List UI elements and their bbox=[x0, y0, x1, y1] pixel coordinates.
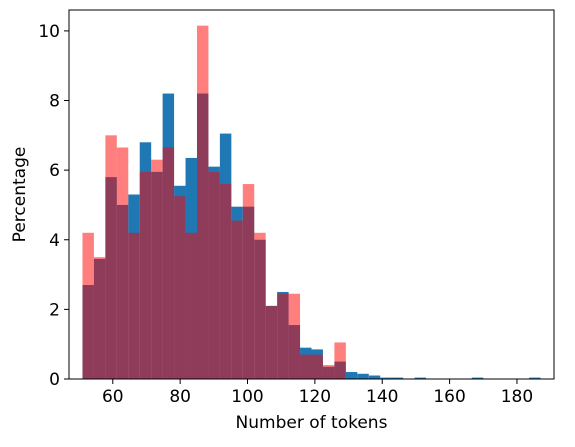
histogram-bar-series-2 bbox=[162, 147, 175, 379]
histogram-bar-series-2 bbox=[208, 171, 220, 379]
histogram-bar-series-1 bbox=[471, 377, 484, 379]
histogram-bar-series-1 bbox=[357, 373, 369, 379]
plot-frame bbox=[68, 9, 555, 380]
x-tick-label: 180 bbox=[501, 387, 533, 407]
bars-layer bbox=[82, 25, 541, 379]
histogram-bar-series-1 bbox=[368, 375, 381, 379]
histogram-bar-series-2 bbox=[185, 232, 197, 379]
y-tick-label: 0 bbox=[49, 370, 60, 390]
histogram-bar-series-2 bbox=[254, 232, 266, 379]
histogram-bar-series-2 bbox=[311, 354, 323, 379]
y-tick-label: 8 bbox=[49, 92, 60, 112]
histogram-bar-series-2 bbox=[174, 196, 186, 379]
histogram-bar-series-1 bbox=[529, 377, 541, 379]
x-tick-label: 140 bbox=[366, 387, 398, 407]
histogram-bar-series-2 bbox=[139, 171, 152, 379]
histogram-bar-series-2 bbox=[288, 293, 301, 379]
histogram-bar-series-2 bbox=[82, 232, 94, 379]
histogram-bar-series-1 bbox=[380, 377, 392, 379]
histogram-bar-series-2 bbox=[93, 257, 106, 379]
histogram-bar-series-2 bbox=[105, 135, 117, 379]
x-axis: 60 80 100 120 140 160 180 bbox=[102, 379, 533, 407]
histogram-bar-series-2 bbox=[322, 365, 335, 379]
histogram-bar-series-2 bbox=[128, 232, 140, 379]
x-tick-label: 160 bbox=[433, 387, 465, 407]
y-tick-label: 6 bbox=[49, 161, 60, 181]
histogram-bar-series-1 bbox=[391, 377, 404, 379]
y-axis-label: Percentage bbox=[10, 147, 30, 243]
histogram-bar-series-2 bbox=[151, 159, 163, 379]
histogram-bar-series-2 bbox=[277, 293, 289, 379]
histogram-bar-series-2 bbox=[231, 220, 243, 379]
histogram-bar-series-2 bbox=[196, 25, 209, 379]
histogram-bar-series-1 bbox=[414, 377, 427, 379]
y-tick-label: 4 bbox=[49, 231, 60, 251]
x-tick-label: 100 bbox=[231, 387, 263, 407]
x-tick-label: 60 bbox=[102, 387, 124, 407]
y-axis: 0 2 4 6 8 10 bbox=[38, 22, 69, 390]
histogram-bar-series-2 bbox=[300, 354, 312, 379]
histogram-bar-series-2 bbox=[334, 342, 346, 379]
histogram-bar-series-2 bbox=[242, 184, 255, 379]
x-tick-label: 120 bbox=[299, 387, 331, 407]
histogram-bar-series-2 bbox=[116, 147, 129, 379]
y-tick-label: 10 bbox=[38, 22, 60, 42]
histogram-bar-series-1 bbox=[345, 372, 358, 379]
histogram-bar-series-2 bbox=[265, 305, 278, 379]
histogram-bar-series-2 bbox=[219, 184, 232, 379]
x-tick-label: 80 bbox=[169, 387, 191, 407]
y-tick-label: 2 bbox=[49, 300, 60, 320]
x-axis-label: Number of tokens bbox=[236, 413, 388, 433]
